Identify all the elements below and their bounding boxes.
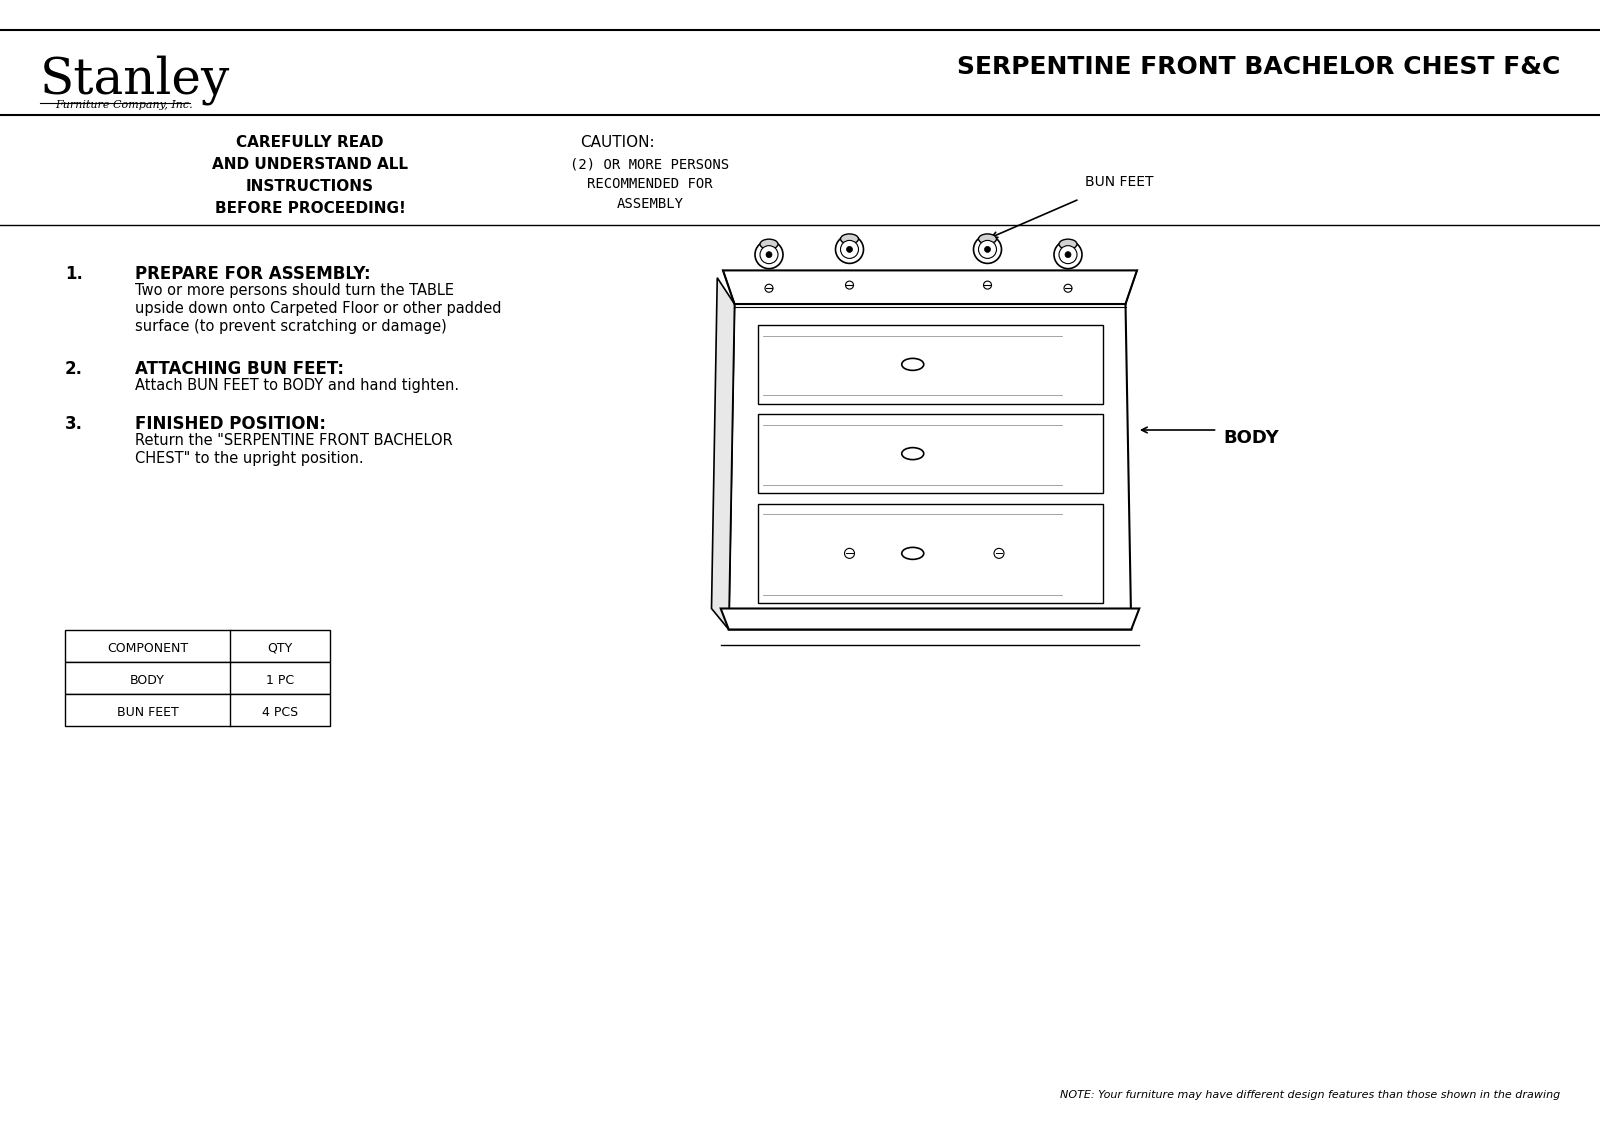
- Text: 4 PCS: 4 PCS: [262, 706, 298, 718]
- Polygon shape: [720, 608, 1139, 630]
- Ellipse shape: [760, 239, 778, 249]
- Text: Return the "SERPENTINE FRONT BACHELOR: Return the "SERPENTINE FRONT BACHELOR: [134, 433, 453, 448]
- Text: CAREFULLY READ: CAREFULLY READ: [237, 135, 384, 150]
- Text: BODY: BODY: [1224, 430, 1278, 448]
- Ellipse shape: [979, 234, 997, 244]
- Text: PREPARE FOR ASSEMBLY:: PREPARE FOR ASSEMBLY:: [134, 265, 371, 283]
- Circle shape: [760, 245, 778, 264]
- FancyBboxPatch shape: [757, 414, 1102, 493]
- Circle shape: [1059, 245, 1077, 264]
- Circle shape: [1064, 284, 1072, 292]
- Circle shape: [845, 282, 853, 290]
- Circle shape: [835, 235, 864, 264]
- Ellipse shape: [902, 448, 923, 459]
- Text: 2.: 2.: [66, 360, 83, 378]
- Circle shape: [845, 549, 854, 559]
- Circle shape: [984, 247, 990, 252]
- Circle shape: [766, 252, 771, 258]
- Text: FINISHED POSITION:: FINISHED POSITION:: [134, 415, 326, 433]
- Text: CAUTION:: CAUTION:: [579, 135, 654, 150]
- Bar: [66, 662, 330, 694]
- Text: CHEST" to the upright position.: CHEST" to the upright position.: [134, 451, 363, 466]
- Circle shape: [973, 235, 1002, 264]
- Polygon shape: [712, 278, 734, 630]
- Text: upside down onto Carpeted Floor or other padded: upside down onto Carpeted Floor or other…: [134, 301, 501, 316]
- FancyBboxPatch shape: [757, 503, 1102, 603]
- Text: SERPENTINE FRONT BACHELOR CHEST F&C: SERPENTINE FRONT BACHELOR CHEST F&C: [957, 55, 1560, 79]
- Text: INSTRUCTIONS: INSTRUCTIONS: [246, 179, 374, 195]
- Polygon shape: [728, 304, 1131, 630]
- Bar: [66, 630, 330, 662]
- Text: AND UNDERSTAND ALL: AND UNDERSTAND ALL: [211, 157, 408, 172]
- Text: Two or more persons should turn the TABLE: Two or more persons should turn the TABL…: [134, 283, 454, 297]
- Circle shape: [1054, 241, 1082, 269]
- Text: QTY: QTY: [267, 641, 293, 655]
- Text: BEFORE PROCEEDING!: BEFORE PROCEEDING!: [214, 201, 405, 216]
- Circle shape: [755, 241, 782, 269]
- Bar: [66, 694, 330, 726]
- Circle shape: [846, 247, 853, 252]
- Circle shape: [984, 282, 992, 290]
- Circle shape: [765, 284, 773, 292]
- Text: ATTACHING BUN FEET:: ATTACHING BUN FEET:: [134, 360, 344, 378]
- Text: NOTE: Your furniture may have different design features than those shown in the : NOTE: Your furniture may have different …: [1059, 1090, 1560, 1100]
- Text: 3.: 3.: [66, 415, 83, 433]
- Text: BUN FEET: BUN FEET: [1085, 174, 1154, 189]
- Ellipse shape: [902, 547, 923, 560]
- Text: 1 PC: 1 PC: [266, 673, 294, 687]
- Text: Stanley: Stanley: [40, 55, 230, 105]
- Text: Attach BUN FEET to BODY and hand tighten.: Attach BUN FEET to BODY and hand tighten…: [134, 378, 459, 392]
- Ellipse shape: [902, 359, 923, 370]
- Text: Furniture Company, Inc.: Furniture Company, Inc.: [54, 100, 192, 110]
- Polygon shape: [723, 270, 1138, 304]
- Text: BODY: BODY: [130, 673, 165, 687]
- Circle shape: [994, 549, 1005, 559]
- Circle shape: [840, 241, 859, 258]
- Ellipse shape: [840, 234, 859, 244]
- Text: RECOMMENDED FOR: RECOMMENDED FOR: [587, 176, 714, 191]
- Text: BUN FEET: BUN FEET: [117, 706, 178, 718]
- Circle shape: [979, 241, 997, 258]
- Circle shape: [1066, 252, 1070, 258]
- Text: ASSEMBLY: ASSEMBLY: [616, 197, 683, 211]
- Text: COMPONENT: COMPONENT: [107, 641, 189, 655]
- FancyBboxPatch shape: [757, 325, 1102, 404]
- Text: surface (to prevent scratching or damage): surface (to prevent scratching or damage…: [134, 319, 446, 334]
- Text: 1.: 1.: [66, 265, 83, 283]
- Text: (2) OR MORE PERSONS: (2) OR MORE PERSONS: [571, 157, 730, 171]
- Ellipse shape: [1059, 239, 1077, 249]
